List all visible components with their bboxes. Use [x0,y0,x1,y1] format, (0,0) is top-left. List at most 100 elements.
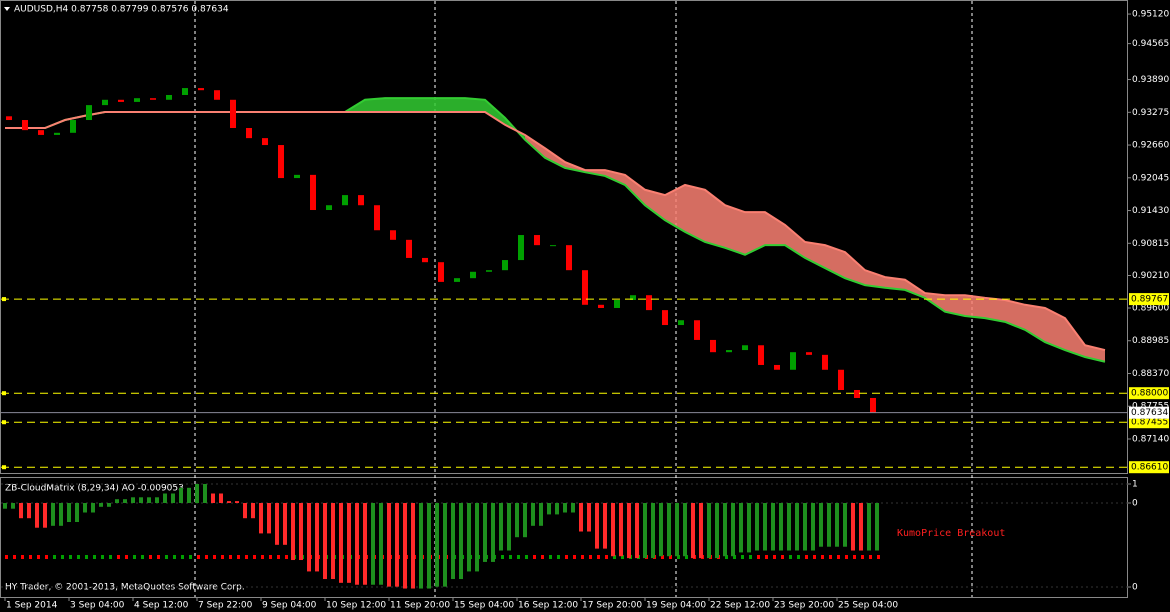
level-handle [2,465,6,470]
signal-dot [37,555,40,559]
candle-body [470,271,476,279]
signal-dot [213,555,216,559]
candle-body [182,88,188,95]
candle-body [566,245,572,271]
histogram-bar [163,493,167,503]
signal-dot [501,555,504,559]
signal-dot [221,555,224,559]
candle-body [774,364,780,370]
cloud-segment [1005,300,1025,330]
menu-arrow[interactable] [4,7,10,11]
candle-body [870,397,876,413]
x-tick-label: 11 Sep 20:00 [390,601,450,611]
signal-dot [509,555,512,559]
histogram-bar [667,503,671,557]
x-tick-label: 10 Sep 12:00 [326,601,386,611]
level-label: 0.89767 [1131,295,1168,305]
histogram-bar [219,493,223,503]
y-tick-label: 0 [1132,583,1138,593]
signal-dot [805,555,808,559]
histogram-bar [147,497,151,503]
histogram-bar [699,503,703,559]
histogram-bar [651,503,655,559]
candle-body [374,205,380,231]
histogram-bar [539,503,543,526]
histogram-bar [683,503,687,557]
y-tick-label: 0.95120 [1132,10,1169,20]
candle-body [598,304,604,308]
signal-dot [821,555,824,559]
signal-dot [605,555,608,559]
histogram-bar [443,503,447,587]
candle-body [630,295,636,301]
cloud-segment [445,98,465,113]
histogram-bar [419,503,423,589]
histogram-bar [547,503,551,515]
signal-dot [725,555,728,559]
signal-dot [261,555,264,559]
level-label: 0.88000 [1131,389,1168,399]
histogram-bar [491,503,495,562]
y-tick-label: 0.90815 [1132,239,1169,249]
y-tick-label: 0.93275 [1132,108,1169,118]
histogram-bar [763,503,767,551]
candle-body [246,128,252,139]
cloud-segment [545,148,565,168]
candle-body [134,98,140,102]
histogram-bar [99,503,103,507]
histogram-bar [203,483,207,503]
y-tick-label: 0.92045 [1132,173,1169,183]
signal-dot [285,555,288,559]
candle-body [502,260,508,271]
cloud-segment [485,99,505,125]
last-price-tag [1129,406,1169,419]
x-tick-label: 1 Sep 2014 [6,601,58,611]
cloud-segment [725,205,745,255]
signal-dot [853,555,856,559]
signal-dot [549,555,552,559]
signal-dot [597,555,600,559]
candle-body [710,339,716,353]
histogram-bar [403,503,407,589]
histogram-bar [627,503,631,559]
signal-dot [181,555,184,559]
signal-dot [789,555,792,559]
candle-body [758,345,764,365]
cloud-segment [665,184,685,232]
cloud-segment [1045,307,1065,351]
signal-dot [749,555,752,559]
histogram-bar [467,503,471,572]
level-tag [1129,387,1169,400]
y-tick-label: 0.90210 [1132,271,1169,281]
histogram-bar [83,503,87,513]
histogram-bar [179,487,183,503]
signal-dot [229,555,232,559]
histogram-bar [51,503,55,526]
histogram-bar [619,503,623,557]
candle-body [86,105,92,121]
histogram-bar [187,487,191,503]
candle-body [438,262,444,282]
x-tick-label: 22 Sep 12:00 [710,601,770,611]
histogram-bar [451,503,455,580]
candle-body [646,295,652,311]
candle-body [230,99,236,129]
cloud-segment [965,295,985,319]
candle-body [854,389,860,398]
level-label: 0.87455 [1131,418,1168,428]
candle-body [678,320,684,326]
histogram-bar [475,503,479,572]
signal-dot [149,555,152,559]
level-handle [2,420,6,425]
cloud-segment [945,295,965,316]
last-price-label: 0.87634 [1131,408,1168,418]
signal-dot [685,555,688,559]
cloud-hatch [405,98,425,112]
candle-body [694,320,700,340]
signal-dot [613,555,616,559]
signal-dot [837,555,840,559]
histogram-bar [131,497,135,503]
cloud-segment [985,297,1005,322]
signal-dot [269,555,272,559]
histogram-bar [707,503,711,559]
